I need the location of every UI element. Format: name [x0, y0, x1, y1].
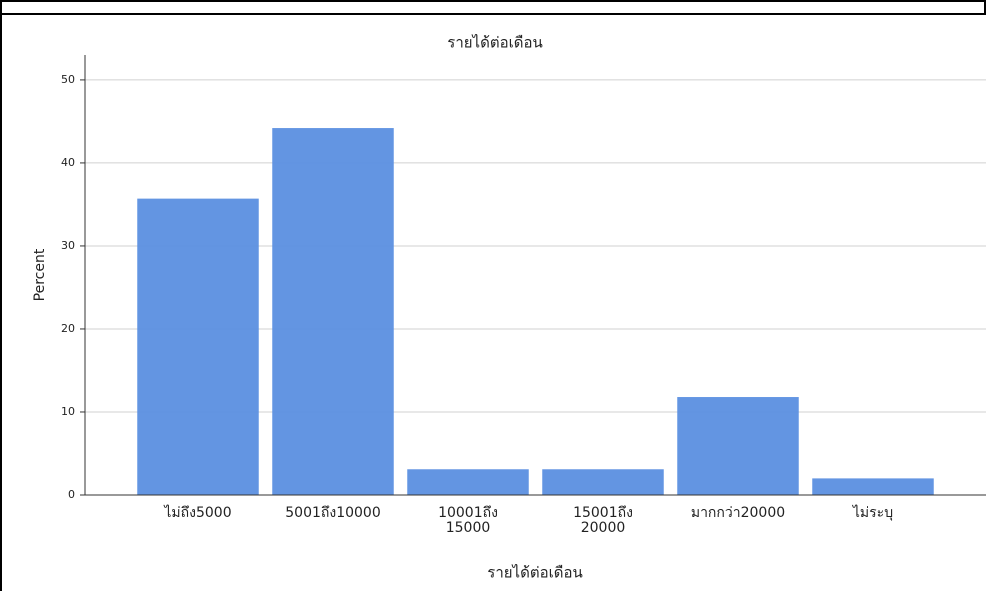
y-tick-label: 20: [61, 322, 75, 335]
bar: [812, 478, 934, 495]
bar: [677, 397, 799, 495]
x-tick-label: 10001ถึง 15000: [438, 505, 498, 536]
y-tick-label: 30: [61, 239, 75, 252]
bar: [542, 469, 664, 495]
top-frame: [0, 0, 986, 15]
x-tick-label: ไม่ระบุ: [852, 505, 894, 521]
x-tick-label: 5001ถึง10000: [285, 505, 381, 521]
bar: [137, 198, 259, 496]
y-axis-label: Percent: [32, 248, 48, 301]
x-tick-label: 15001ถึง 20000: [573, 505, 633, 536]
y-tick-label: 40: [61, 156, 75, 169]
chart-frame: [0, 13, 986, 591]
bar: [272, 128, 394, 495]
y-tick-label: 50: [61, 73, 75, 86]
x-axis-label: รายได้ต่อเดือน: [487, 564, 582, 582]
bar: [407, 469, 529, 495]
chart-title: รายได้ต่อเดือน: [447, 34, 542, 52]
y-tick-label: 10: [61, 405, 75, 418]
x-tick-label: มากกว่า20000: [690, 505, 786, 521]
y-tick-label: 0: [68, 488, 75, 501]
x-tick-label: ไม่ถึง5000: [164, 505, 232, 521]
